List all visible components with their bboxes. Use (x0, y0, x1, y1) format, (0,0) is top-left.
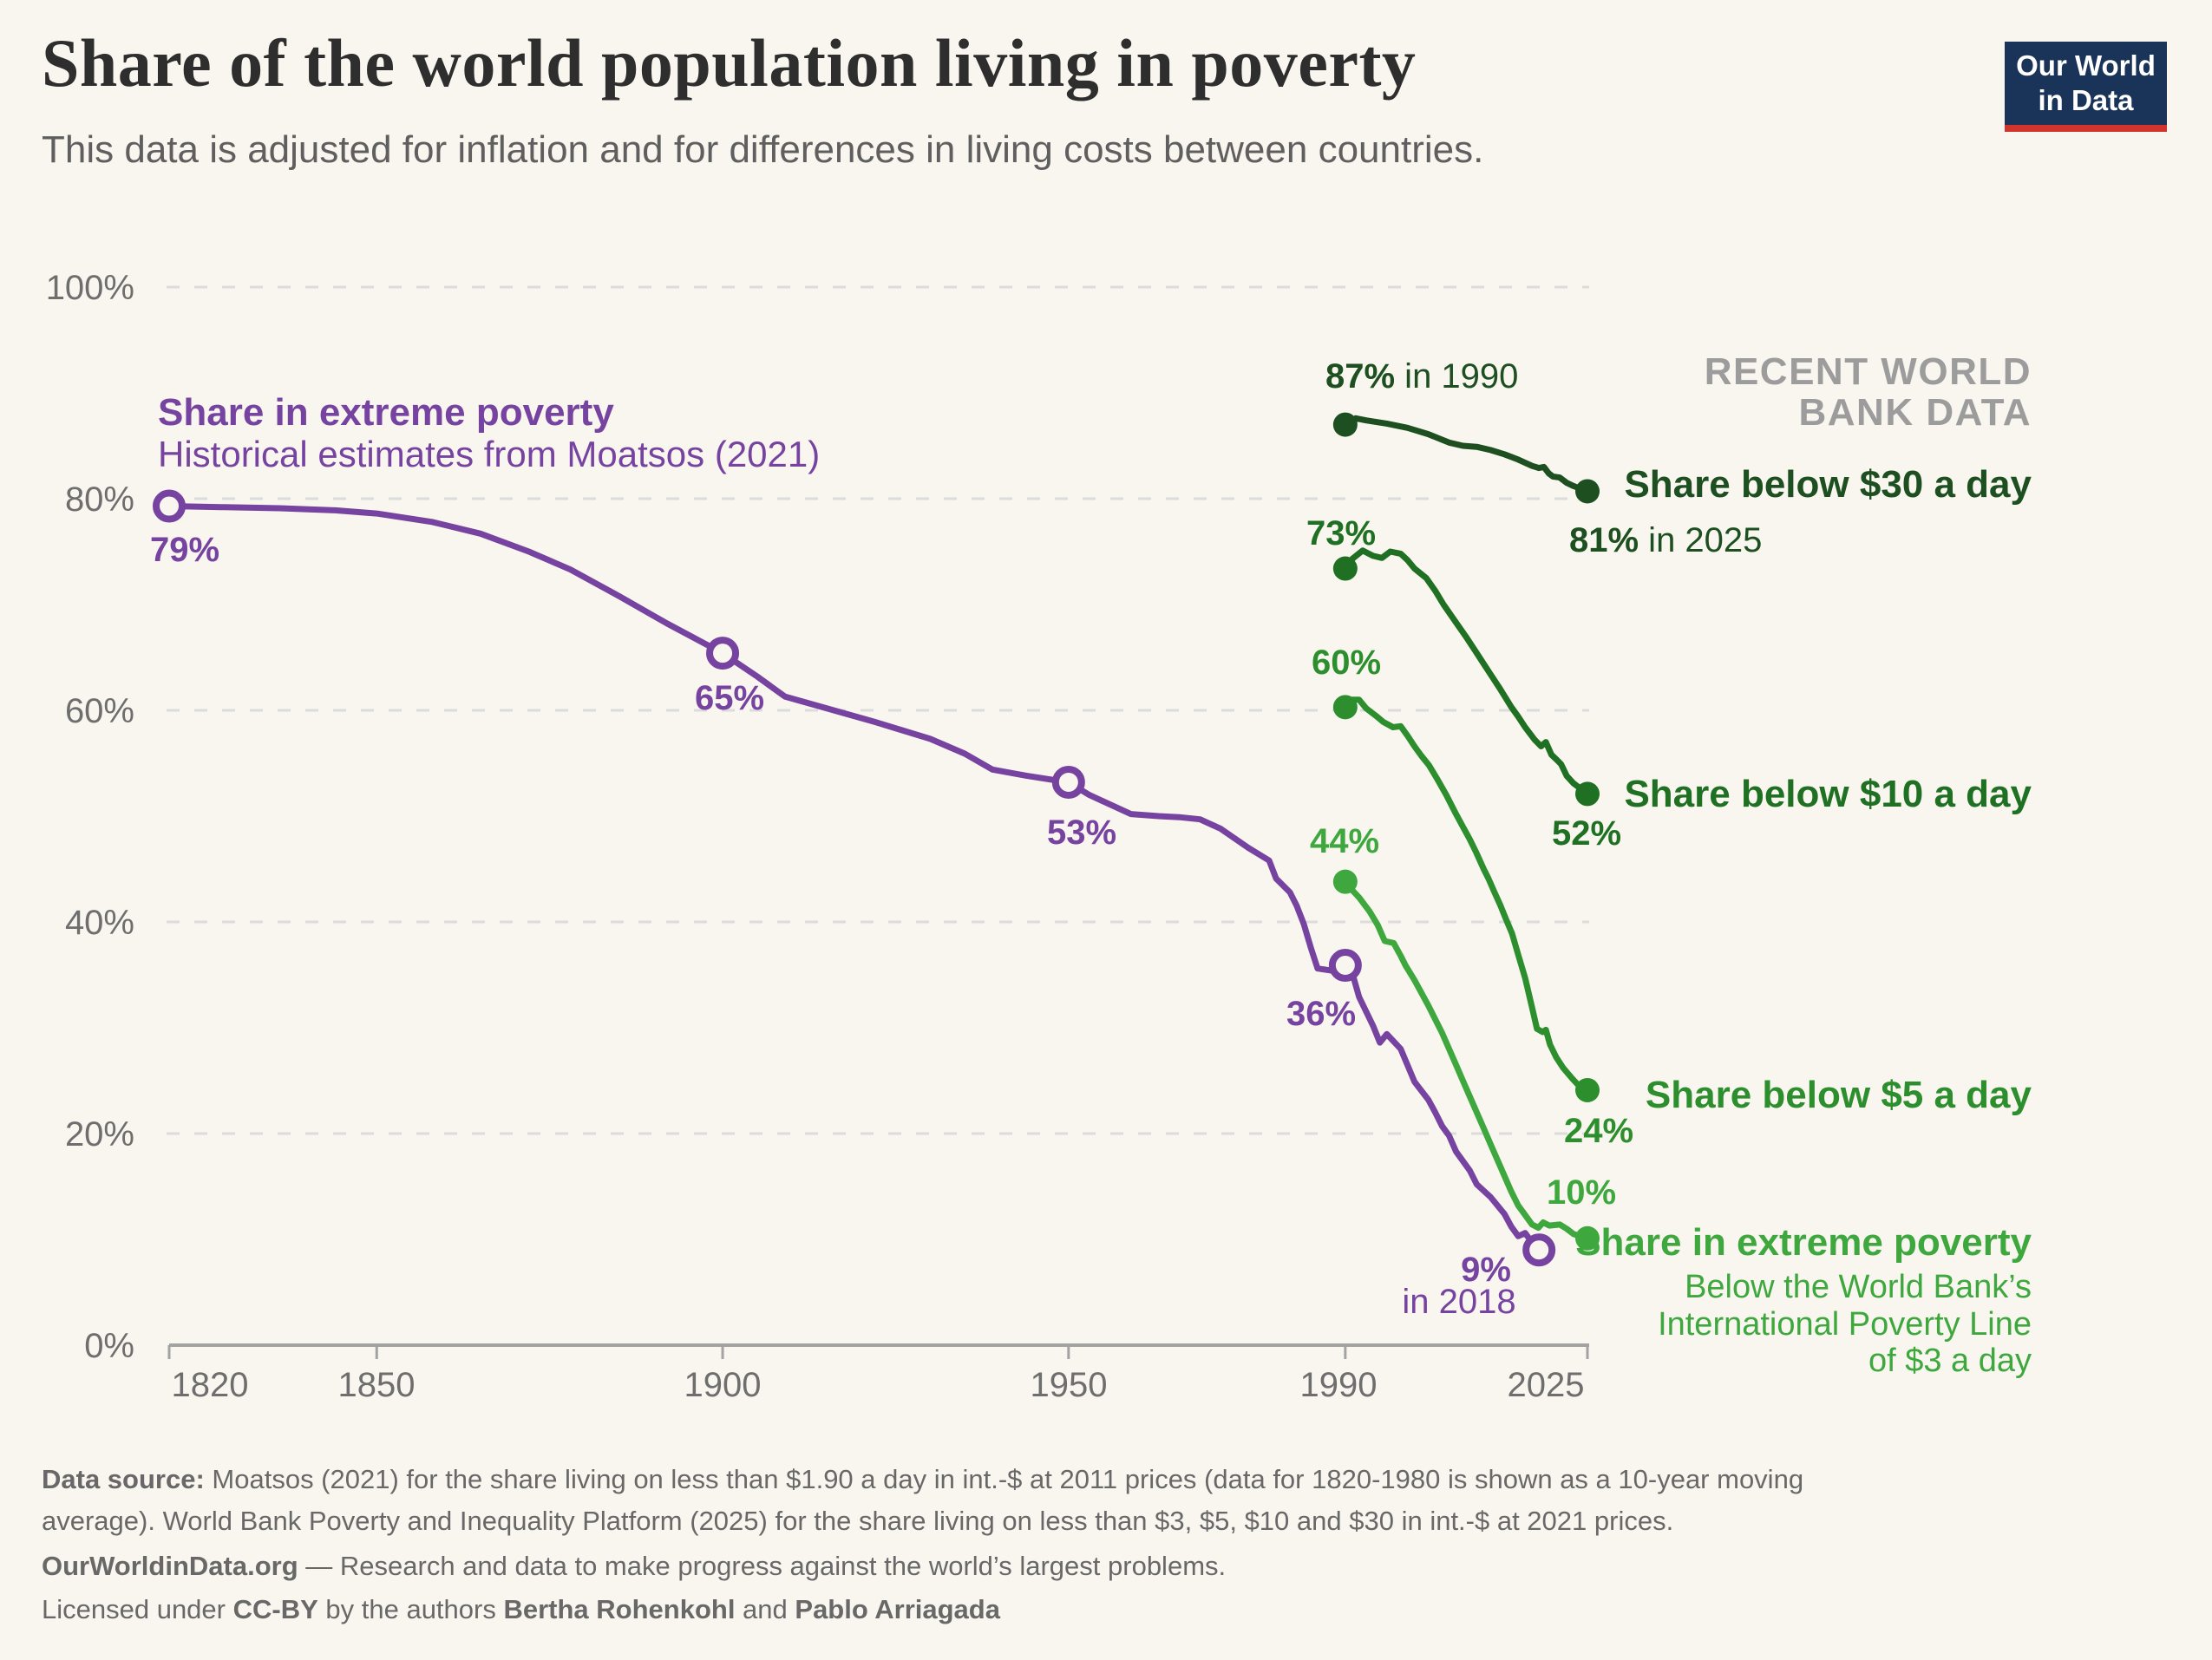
owid-logo-line1: Our World (2016, 49, 2156, 82)
y-axis-label-60%: 60% (65, 692, 134, 730)
series-sublabel-line3: of $3 a day (1868, 1343, 2032, 1379)
marker-open-2018 (1522, 1233, 1556, 1267)
marker-filled-2025 (1574, 479, 1600, 504)
footer-license-line: Licensed under CC-BY by the authors Bert… (42, 1594, 1000, 1624)
x-axis-label-2025: 2025 (1508, 1366, 1585, 1404)
value-label-1990-historical: 36% (1286, 995, 1356, 1033)
series-label-extreme-poverty: Share in extreme poverty (1575, 1221, 2032, 1264)
value-label-3usd-2025: 10% (1547, 1173, 1616, 1212)
value-label-5usd-1990: 60% (1312, 644, 1381, 682)
marker-filled-2025 (1574, 1077, 1600, 1102)
footer-source-line1: Data source: Moatsos (2021) for the shar… (42, 1464, 1804, 1494)
marker-open-1950 (1051, 765, 1085, 799)
x-axis-label-1990: 1990 (1300, 1366, 1378, 1404)
series-label-below-30usd: Share below $30 a day (1624, 463, 2032, 506)
poverty-line-chart: 0% 20% 40% 60% 80% 100% 1820 1850 1900 1950 1990 20… (46, 269, 2032, 1404)
y-axis-label-80%: 80% (65, 480, 134, 519)
value-label-1950: 53% (1047, 814, 1116, 852)
value-label-10usd-1990: 73% (1306, 514, 1376, 552)
value-label-10usd-2025: 52% (1552, 814, 1621, 853)
historical-series-subtitle: Historical estimates from Moatsos (2021) (158, 434, 820, 474)
historical-series-title: Share in extreme poverty (158, 391, 614, 434)
series-line-1 (1342, 415, 1591, 494)
series-sublabel-line1: Below the World Bank’s (1685, 1269, 2032, 1305)
value-label-1900: 65% (695, 679, 764, 717)
series-line-3 (1342, 696, 1591, 1094)
footer-owid-line: OurWorldinData.org — Research and data t… (42, 1551, 1227, 1581)
marker-filled-1990 (1332, 556, 1358, 581)
series-markers-layer (153, 412, 1600, 1267)
x-axis-label-1950: 1950 (1031, 1366, 1108, 1404)
footer-source-line2: average). World Bank Poverty and Inequal… (42, 1506, 1674, 1536)
series-line-0 (166, 503, 1542, 1253)
value-label-3usd-1990: 44% (1310, 822, 1379, 860)
marker-open-1900 (706, 637, 740, 670)
axis-labels-layer: 0% 20% 40% 60% 80% 100% 1820 1850 1900 1950 1990 20… (46, 269, 1585, 1404)
page-title: Share of the world population living in … (42, 25, 1417, 101)
series-lines-layer (166, 415, 1591, 1253)
marker-filled-1990 (1332, 695, 1358, 720)
value-label-30usd-2025: 81% in 2025 (1569, 521, 1762, 559)
series-label-below-10usd: Share below $10 a day (1624, 773, 2032, 815)
recent-world-bank-data-line2: BANK DATA (1799, 391, 2032, 434)
y-axis-label-20%: 20% (65, 1115, 134, 1154)
value-label-5usd-2025: 24% (1564, 1112, 1633, 1150)
value-label-1820: 79% (150, 531, 219, 569)
marker-filled-2025 (1574, 1225, 1600, 1251)
y-axis-label-0%: 0% (84, 1327, 134, 1365)
series-label-below-5usd: Share below $5 a day (1646, 1074, 2032, 1116)
y-axis-label-40%: 40% (65, 904, 134, 942)
series-line-2 (1342, 547, 1591, 797)
value-label-30usd-1990: 87% in 1990 (1325, 357, 1518, 395)
marker-filled-1990 (1332, 869, 1358, 894)
marker-open-1990 (1328, 949, 1362, 983)
value-label-2018-pct: 9% (1461, 1251, 1511, 1289)
series-sublabel-line2: International Poverty Line (1658, 1306, 2032, 1343)
page-subtitle: This data is adjusted for inflation and … (42, 128, 1484, 171)
series-line-4 (1342, 879, 1591, 1242)
owid-logo-line2: in Data (2038, 84, 2134, 116)
marker-filled-2025 (1574, 781, 1600, 807)
value-label-2018-year: in 2018 (1402, 1283, 1515, 1321)
x-axis-label-1850: 1850 (338, 1366, 416, 1404)
x-axis-label-1820: 1820 (172, 1366, 249, 1404)
x-axis-label-1900: 1900 (684, 1366, 762, 1404)
marker-filled-1990 (1332, 412, 1358, 437)
marker-open-1820 (153, 489, 186, 523)
recent-world-bank-data-line1: RECENT WORLD (1705, 350, 2032, 393)
owid-logo: Our World in Data (2005, 42, 2167, 132)
y-axis-label-100%: 100% (46, 269, 134, 307)
gridlines-layer (167, 285, 1589, 1359)
